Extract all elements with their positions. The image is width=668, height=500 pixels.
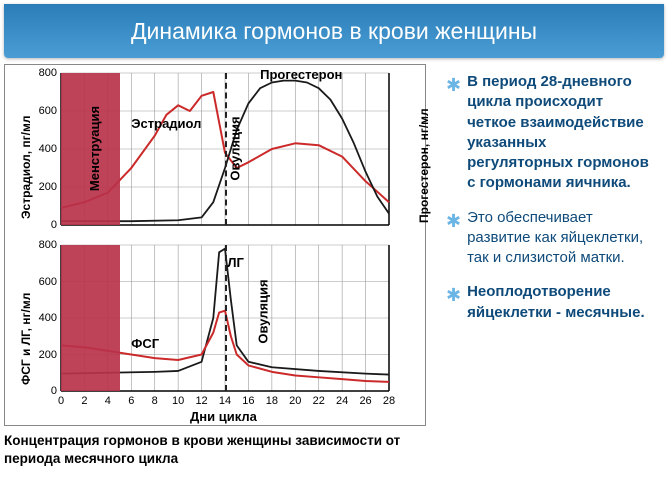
- x-tick: 22: [313, 395, 325, 407]
- x-tick: 18: [266, 395, 278, 407]
- chart-caption: Концентрация гормонов в крови женщины за…: [4, 432, 434, 467]
- bullet-item: ✱Неоплодотворение яйцеклетки - месячные.: [446, 282, 656, 323]
- ovulation-label: Овуляция: [228, 116, 243, 180]
- series-label: Прогестерон: [260, 67, 342, 82]
- x-tick: 24: [336, 395, 348, 407]
- x-tick: 12: [195, 395, 207, 407]
- yaxis-left-label-1: Эстрадиол, пг/мл: [19, 116, 33, 220]
- bullet-star-icon: ✱: [446, 73, 461, 194]
- ovulation-label: Овуляция: [256, 279, 271, 343]
- y-tick: 0: [27, 219, 57, 231]
- menstruation-band: [61, 245, 120, 391]
- y-tick: 800: [27, 239, 57, 251]
- x-tick: 26: [359, 395, 371, 407]
- x-tick: 8: [152, 395, 158, 407]
- x-tick: 28: [383, 395, 395, 407]
- main-row: 0200400600800ЭстрадиолПрогестерон0200400…: [0, 58, 668, 467]
- x-tick: 20: [289, 395, 301, 407]
- yaxis-right-label-1: Прогестерон, нг/мл: [417, 108, 431, 223]
- x-tick: 14: [219, 395, 231, 407]
- bullet-star-icon: ✱: [446, 283, 461, 323]
- yaxis-left-label-2: ФСГ и ЛГ, нг/мл: [19, 293, 33, 385]
- x-tick: 10: [172, 395, 184, 407]
- y-tick: 600: [27, 276, 57, 288]
- x-tick: 0: [58, 395, 64, 407]
- x-tick: 4: [105, 395, 111, 407]
- xaxis-label: Дни цикла: [190, 409, 257, 424]
- bullet-star-icon: ✱: [446, 209, 461, 269]
- bullet-text: Неоплодотворение яйцеклетки - месячные.: [467, 282, 656, 323]
- y-tick: 0: [27, 385, 57, 397]
- bullet-item: ✱В период 28-дневного цикла происходит ч…: [446, 72, 656, 194]
- x-tick: 6: [128, 395, 134, 407]
- chart-column: 0200400600800ЭстрадиолПрогестерон0200400…: [0, 64, 434, 467]
- bullet-item: ✱Это обеспечивает развитие как яйцеклетк…: [446, 208, 656, 269]
- series-label: ЛГ: [227, 255, 244, 270]
- bullets-column: ✱В период 28-дневного цикла происходит ч…: [434, 64, 660, 467]
- menstruation-label: Менструация: [87, 106, 102, 191]
- bullet-text: В период 28-дневного цикла происходит че…: [467, 72, 656, 194]
- x-tick: 16: [242, 395, 254, 407]
- series-label: ФСГ: [131, 336, 159, 351]
- x-tick: 2: [81, 395, 87, 407]
- bullet-text: Это обеспечивает развитие как яйцеклетки…: [467, 208, 656, 269]
- page-title: Динамика гормонов в крови женщины: [4, 4, 664, 58]
- series-label: Эстрадиол: [131, 116, 201, 131]
- y-tick: 800: [27, 67, 57, 79]
- hormone-chart: 0200400600800ЭстрадиолПрогестерон0200400…: [4, 64, 426, 426]
